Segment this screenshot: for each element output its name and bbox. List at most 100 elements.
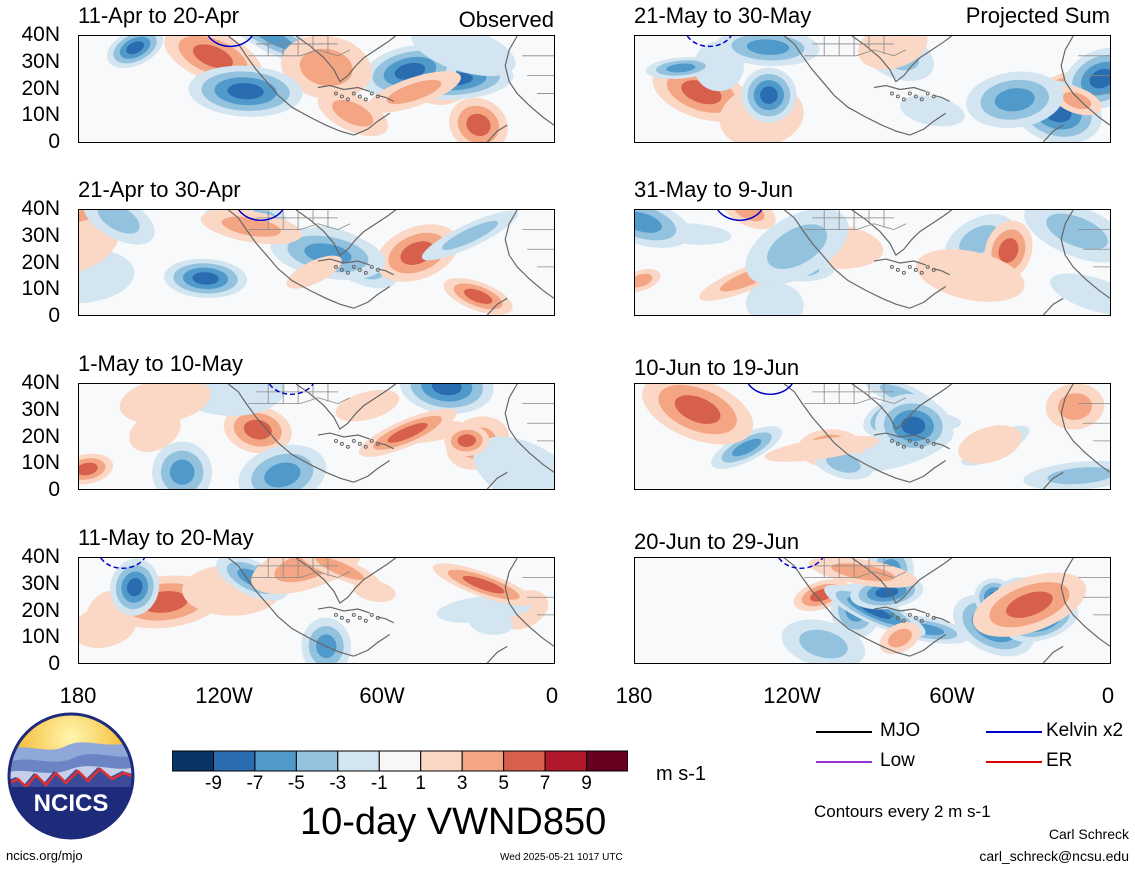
island — [375, 441, 380, 446]
island — [345, 270, 350, 275]
credit-name: Carl Schreck — [1048, 826, 1129, 842]
positive-anomaly-shading — [466, 113, 491, 136]
colorbar-label: -7 — [246, 773, 264, 794]
coastline — [317, 258, 370, 266]
lon-label-120w-left: 120W — [195, 683, 253, 708]
island — [357, 267, 362, 272]
coastline — [1042, 297, 1064, 315]
negative-anomaly-shading — [441, 220, 499, 250]
colorbar-swatch — [420, 750, 463, 772]
island — [895, 94, 900, 99]
negative-anomaly-shading — [900, 95, 965, 127]
projected-sum-label: Projected Sum — [965, 3, 1110, 28]
island — [351, 91, 356, 96]
colorbar-swatch — [172, 750, 214, 772]
island — [925, 612, 930, 617]
coastline — [353, 460, 391, 483]
map-panel-2 — [78, 209, 555, 316]
lon-label-0-right: 0 — [1101, 683, 1115, 708]
positive-anomaly-shading — [1006, 591, 1053, 618]
coastline — [295, 36, 397, 83]
colorbar-label: 7 — [539, 773, 551, 794]
kelvin-contour — [100, 558, 146, 570]
island — [907, 91, 912, 96]
lat-label: 40N — [21, 23, 60, 46]
positive-anomaly-shading — [887, 628, 912, 648]
coastline — [486, 297, 508, 315]
coastline — [317, 432, 370, 440]
lat-label: 0 — [48, 304, 60, 327]
country-border — [248, 223, 351, 231]
negative-anomaly-shading — [473, 436, 554, 489]
legend-low-line — [816, 761, 872, 763]
credit-email: carl_schreck@ncsu.edu — [979, 848, 1129, 864]
lat-label: 20N — [21, 76, 60, 100]
island — [369, 438, 374, 443]
coastline — [504, 558, 554, 647]
coastline — [933, 616, 950, 624]
panel-title-5: 21-May to 30-May — [634, 3, 812, 28]
lat-label: 30N — [21, 49, 60, 73]
colorbar-swatch — [254, 750, 297, 772]
island — [925, 438, 930, 443]
coastline — [1042, 645, 1064, 663]
coastline — [1060, 210, 1110, 299]
coastline — [295, 384, 397, 431]
ncics-logo: NCICS — [7, 712, 135, 840]
negative-anomaly-shading — [746, 39, 790, 55]
colorbar-label: 9 — [581, 773, 592, 794]
positive-anomaly-shading — [192, 44, 234, 69]
negative-anomaly-shading — [227, 83, 264, 100]
coastline — [1060, 384, 1110, 473]
map-panel-7 — [634, 383, 1111, 490]
lon-label-120w-right: 120W — [763, 683, 821, 708]
coastline — [783, 210, 911, 309]
positive-anomaly-shading — [1057, 393, 1093, 420]
coastline — [377, 268, 394, 276]
island — [333, 91, 338, 96]
negative-anomaly-shading — [799, 629, 848, 659]
country-border — [823, 558, 885, 578]
island — [895, 267, 900, 272]
coastline — [851, 36, 953, 83]
positive-anomaly-shading — [243, 419, 272, 440]
kelvin-contour — [778, 558, 824, 570]
coastline — [783, 384, 911, 483]
country-border — [1078, 55, 1110, 94]
kelvin-contour — [686, 36, 732, 48]
lat-label: 0 — [48, 130, 60, 153]
island — [357, 615, 362, 620]
country-border — [1078, 577, 1110, 616]
colorbar-label: -3 — [329, 773, 347, 794]
island — [913, 441, 918, 446]
island — [375, 615, 380, 620]
colorbar-swatch — [378, 750, 422, 772]
lat-label: 40N — [21, 197, 60, 220]
negative-anomaly-shading — [1046, 213, 1108, 250]
legend-er-label: ER — [1046, 750, 1073, 771]
island — [351, 264, 356, 269]
colorbar-label: -9 — [205, 773, 222, 794]
site-url[interactable]: ncics.org/mjo — [6, 848, 83, 863]
colorbar-swatch — [461, 750, 505, 772]
negative-anomaly-shading — [767, 224, 828, 270]
country-border — [267, 558, 329, 578]
negative-anomaly-shading — [635, 211, 662, 233]
kelvin-contour — [747, 384, 793, 396]
coastline — [873, 432, 926, 440]
island — [895, 441, 900, 446]
coastline — [377, 442, 394, 450]
island — [339, 267, 344, 272]
country-border — [522, 229, 554, 268]
legend-kelvin-label: Kelvin x2 — [1046, 720, 1124, 741]
island — [369, 612, 374, 617]
country-border — [823, 210, 885, 230]
coastline — [353, 286, 391, 309]
positive-anomaly-shading — [674, 395, 721, 424]
lat-label: 30N — [21, 397, 60, 421]
island — [369, 91, 374, 96]
island — [889, 91, 894, 96]
positive-anomaly-shading — [286, 255, 342, 289]
positive-anomaly-shading — [858, 36, 928, 70]
island — [333, 438, 338, 443]
